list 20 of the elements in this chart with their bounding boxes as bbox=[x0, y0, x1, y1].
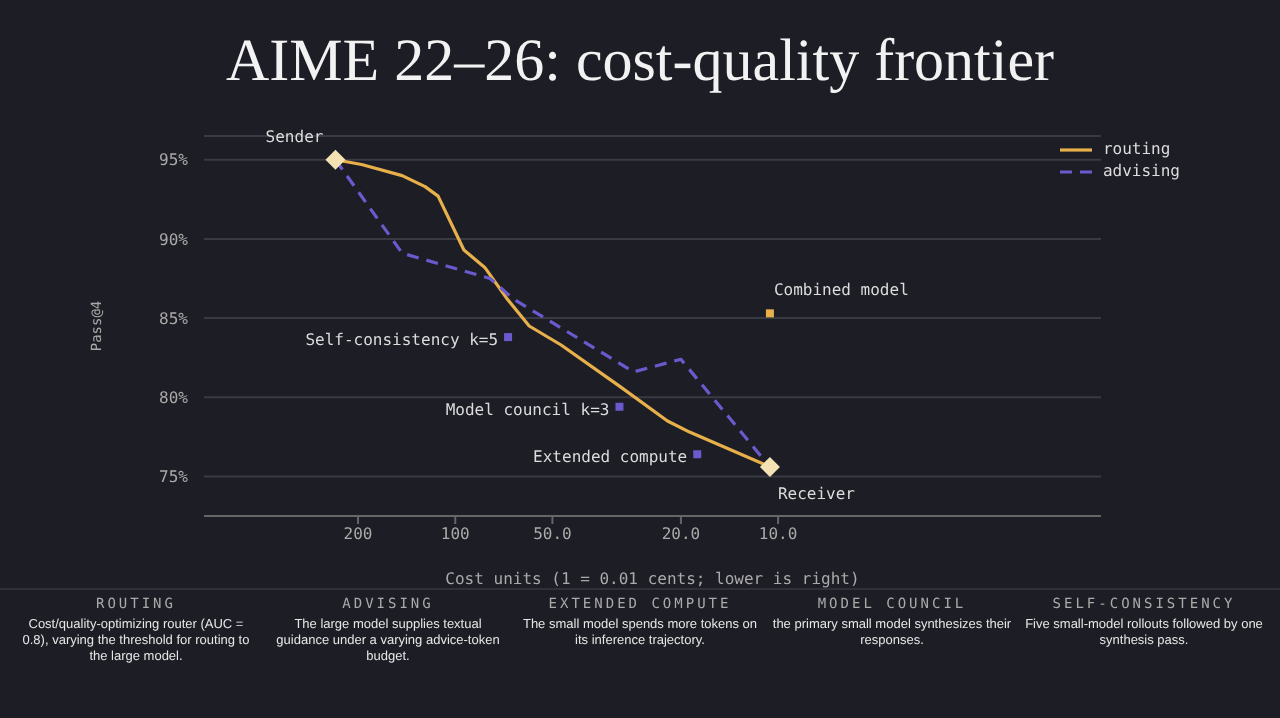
annotation: Receiver bbox=[777, 484, 856, 503]
annotation: Combined model bbox=[773, 281, 910, 300]
x-axis-title: Cost units (1 = 0.01 cents; lower is right) bbox=[445, 570, 860, 588]
y-tick-label: 80% bbox=[159, 388, 189, 407]
annotation: Sender bbox=[265, 127, 324, 146]
x-tick-label: 20.0 bbox=[661, 525, 701, 544]
y-tick-label: 75% bbox=[159, 468, 189, 487]
chart-title: AIME 22–26: cost-quality frontier bbox=[223, 28, 1057, 96]
x-tick-label: 100 bbox=[440, 525, 471, 544]
y-tick-label: 85% bbox=[159, 309, 189, 328]
y-tick-label: 90% bbox=[159, 230, 189, 249]
x-tick-label: 50.0 bbox=[533, 525, 573, 544]
annotation: Self-consistency k=5 bbox=[305, 331, 499, 350]
x-tick-label: 10.0 bbox=[758, 525, 798, 544]
x-tick-label: 200 bbox=[343, 525, 373, 544]
legend-label: routing bbox=[1102, 140, 1171, 158]
annotation: Extended compute bbox=[533, 448, 688, 467]
annotation: Model council k=3 bbox=[445, 400, 610, 419]
legend-label: advising bbox=[1102, 162, 1180, 180]
y-tick-label: 95% bbox=[159, 151, 189, 170]
